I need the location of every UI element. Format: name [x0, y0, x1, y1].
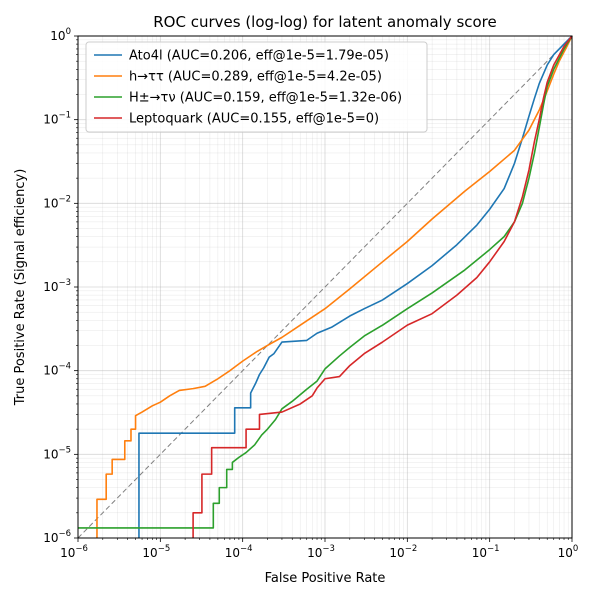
y-tick-base: 10 — [43, 196, 58, 210]
y-tick-label: 10−5 — [43, 445, 71, 461]
y-tick-label: 100 — [50, 27, 71, 43]
legend-label: h→ττ (AUC=0.289, eff@1e-5=4.2e-05) — [129, 70, 382, 85]
x-tick-label: 100 — [558, 544, 579, 560]
y-tick-exponent: −3 — [58, 278, 71, 288]
y-tick-exponent: −2 — [58, 194, 71, 204]
x-tick-label: 10−2 — [389, 544, 417, 560]
x-tick-label: 10−5 — [142, 544, 170, 560]
y-tick-label: 10−1 — [43, 111, 71, 127]
y-tick-exponent: −5 — [58, 445, 71, 455]
x-tick-exponent: 0 — [573, 544, 578, 554]
x-tick-exponent: −1 — [487, 544, 500, 554]
y-tick-base: 10 — [43, 280, 58, 294]
legend-box — [85, 41, 428, 133]
legend-label: Ato4l (AUC=0.206, eff@1e-5=1.79e-05) — [129, 49, 389, 64]
y-axis-label: True Positive Rate (Signal efficiency) — [13, 169, 28, 407]
y-tick-label: 10−2 — [43, 194, 71, 210]
reference-line — [77, 35, 573, 539]
x-tick-label: 10−4 — [225, 544, 253, 560]
axis-ticks: 10−6 10−5 10−4 10−3 10−2 10−1 10010−610−510−41… — [43, 27, 578, 560]
legend-label: Leptoquark (AUC=0.155, eff@1e-5=0) — [129, 112, 379, 127]
series-line — [96, 35, 573, 538]
x-tick-label: 10−1 — [472, 544, 500, 560]
series-line — [192, 35, 573, 538]
y-tick-base: 10 — [43, 364, 58, 378]
x-tick-exponent: −6 — [75, 544, 88, 554]
y-tick-base: 10 — [43, 531, 58, 545]
x-tick-exponent: −3 — [322, 544, 335, 554]
reference-diagonal — [77, 35, 573, 539]
y-tick-exponent: 0 — [66, 27, 71, 37]
series-group — [78, 35, 573, 538]
legend-label: H±→τν (AUC=0.159, eff@1e-5=1.32e-06) — [129, 91, 402, 106]
y-tick-label: 10−4 — [43, 362, 71, 378]
x-tick-label: 10−6 — [60, 544, 88, 560]
y-tick-base: 10 — [43, 447, 58, 461]
series-line — [138, 35, 573, 538]
y-tick-base: 10 — [43, 113, 58, 127]
chart-title: ROC curves (log-log) for latent anomaly … — [153, 13, 497, 31]
y-tick-exponent: −4 — [58, 362, 71, 372]
x-tick-label: 10−3 — [307, 544, 335, 560]
x-tick-exponent: −2 — [405, 544, 418, 554]
y-tick-exponent: −6 — [58, 529, 71, 539]
y-tick-base: 10 — [50, 29, 65, 43]
x-tick-exponent: −5 — [158, 544, 171, 554]
y-tick-exponent: −1 — [58, 111, 71, 121]
legend: Ato4l (AUC=0.206, eff@1e-5=1.79e-05) h→ττ… — [85, 41, 428, 133]
x-tick-exponent: −4 — [240, 544, 253, 554]
x-axis-label: False Positive Rate — [265, 571, 386, 586]
plot-frame — [77, 35, 573, 539]
series-line — [78, 35, 573, 529]
y-tick-label: 10−3 — [43, 278, 71, 294]
y-tick-label: 10−6 — [43, 529, 71, 545]
